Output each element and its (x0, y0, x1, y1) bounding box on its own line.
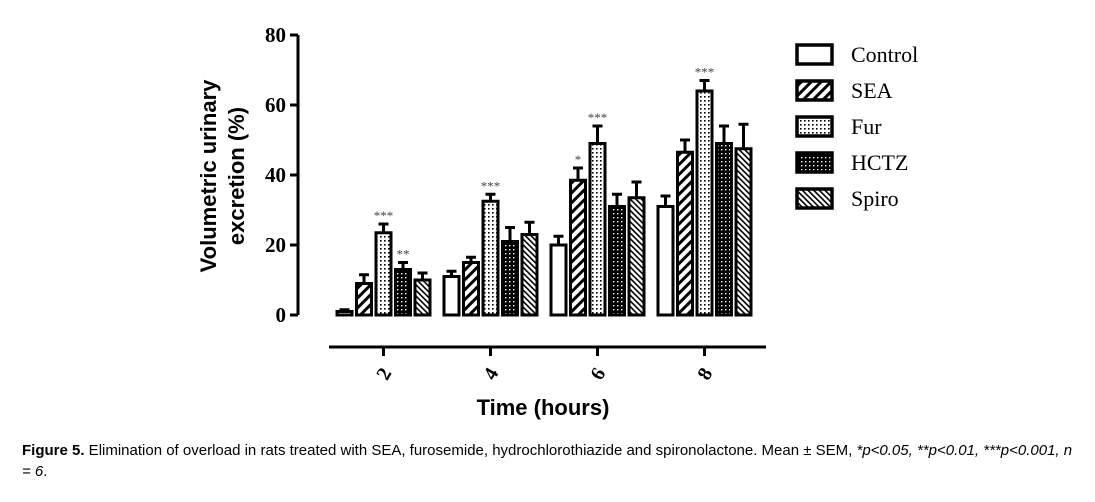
caption-stats: *p<0.05, **p<0.01, ***p<0.001, n = 6 (22, 442, 1073, 480)
x-axis-label: Time (hours) (477, 395, 610, 420)
bar (627, 196, 646, 317)
bar (588, 142, 607, 317)
bar (608, 205, 626, 317)
bar (374, 231, 393, 317)
bar (715, 142, 733, 317)
bar-chart: Volumetric urinary excretion (%) 0204060… (196, 23, 918, 420)
bar (413, 278, 432, 317)
y-tick-label: 40 (265, 163, 286, 187)
x-axis: 2 4 6 8 (329, 345, 766, 384)
bar (355, 282, 373, 317)
bar (549, 243, 568, 317)
bar (481, 199, 500, 317)
x-tick-label: 4 (479, 364, 503, 384)
bar (656, 205, 675, 317)
significance-label: *** (481, 178, 501, 193)
bar (734, 147, 753, 317)
legend-swatch (795, 79, 834, 102)
legend: Control SEA Fur HCTZ Spiro (795, 42, 918, 211)
y-axis-label: Volumetric urinary excretion (%) (196, 79, 249, 273)
legend-swatch (795, 43, 834, 66)
figure-caption: Figure 5. Elimination of overload in rat… (22, 440, 1077, 482)
bar (695, 89, 714, 317)
significance-label: * (575, 152, 582, 167)
bar (676, 150, 694, 317)
y-axis: 0 20 40 60 80 (265, 23, 300, 327)
x-tick-label: 6 (586, 364, 610, 384)
legend-label: Control (851, 42, 918, 67)
y-tick-label: 0 (276, 303, 287, 327)
legend-label: SEA (851, 78, 893, 103)
significance-label: ** (397, 247, 410, 262)
legend-swatch (795, 151, 834, 174)
legend-swatch (795, 115, 834, 138)
legend-label: HCTZ (851, 150, 908, 175)
bar (501, 240, 519, 317)
legend-label: Fur (851, 114, 882, 139)
bars: *************** (335, 65, 753, 317)
bar (394, 268, 412, 317)
y-axis-label-line1: Volumetric urinary (196, 79, 221, 273)
bar (335, 310, 354, 317)
bar (520, 233, 539, 317)
caption-end: . (43, 463, 48, 480)
x-tick-label: 2 (372, 364, 396, 384)
x-tick-label: 8 (693, 364, 717, 384)
caption-text: Elimination of overload in rats treated … (84, 442, 857, 459)
significance-label: *** (374, 208, 394, 223)
legend-swatch (795, 187, 834, 210)
caption-label: Figure 5. (22, 442, 85, 459)
bar (569, 178, 587, 317)
y-axis-label-line2: excretion (%) (224, 107, 249, 245)
significance-label: *** (695, 65, 715, 80)
y-tick-label: 20 (265, 233, 286, 257)
y-tick-label: 60 (265, 93, 286, 117)
bar (462, 261, 480, 317)
legend-label: Spiro (851, 186, 899, 211)
bar (442, 275, 461, 317)
y-tick-label: 80 (265, 23, 286, 47)
significance-label: *** (588, 110, 608, 125)
